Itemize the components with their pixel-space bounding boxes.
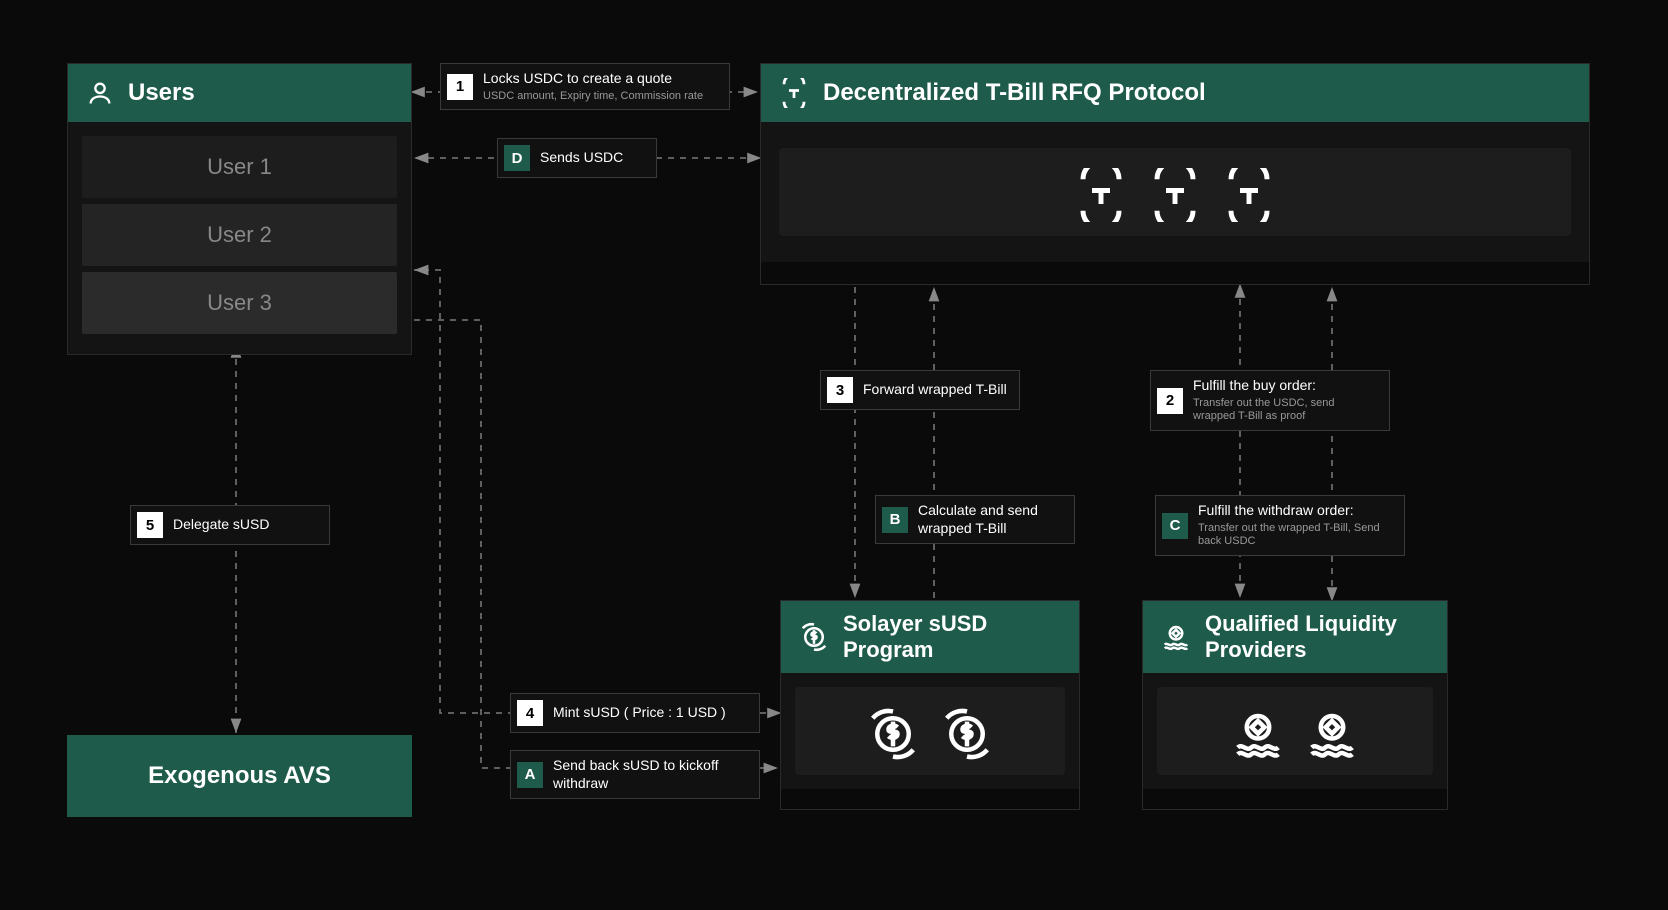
susd-body xyxy=(781,673,1079,789)
edge-badge: D xyxy=(504,145,530,171)
susd-icon xyxy=(940,707,994,761)
edge-label-2: 2 Fulfill the buy order:Transfer out the … xyxy=(1150,370,1390,431)
edge-text: Send back sUSD to kickoff withdraw xyxy=(553,757,749,792)
qlp-header: Qualified Liquidity Providers xyxy=(1143,601,1447,673)
protocol-icons xyxy=(779,148,1571,236)
qlp-body xyxy=(1143,673,1447,789)
avs-title: Exogenous AVS xyxy=(148,762,331,790)
diagram-canvas: Users User 1 User 2 User 3 Decentralized… xyxy=(0,0,1668,910)
edge-label-4: 4 Mint sUSD ( Price : 1 USD ) xyxy=(510,693,760,733)
qlp-icons xyxy=(1157,687,1433,775)
qlp-icon xyxy=(1161,622,1191,652)
protocol-title: Decentralized T-Bill RFQ Protocol xyxy=(823,79,1206,107)
user-row: User 1 xyxy=(82,136,397,198)
edge-text: Forward wrapped T-Bill xyxy=(863,381,1007,399)
users-header: Users xyxy=(68,64,411,122)
edge-badge: 4 xyxy=(517,700,543,726)
edge-label-B: B Calculate and send wrapped T-Bill xyxy=(875,495,1075,544)
edge-badge: B xyxy=(882,507,908,533)
susd-icon xyxy=(799,622,829,652)
edge-text: Calculate and send wrapped T-Bill xyxy=(918,502,1064,537)
user-icon xyxy=(86,79,114,107)
edge-badge: 3 xyxy=(827,377,853,403)
tbill-icon xyxy=(779,78,809,108)
edge-label-A: A Send back sUSD to kickoff withdraw xyxy=(510,750,760,799)
qlp-icon xyxy=(1231,707,1285,761)
edge-sub: USDC amount, Expiry time, Commission rat… xyxy=(483,90,703,104)
susd-header: Solayer sUSD Program xyxy=(781,601,1079,673)
tbill-icon xyxy=(1148,168,1202,222)
users-body: User 1 User 2 User 3 xyxy=(68,122,411,354)
edge-text: Delegate sUSD xyxy=(173,516,270,534)
qlp-icon xyxy=(1305,707,1359,761)
qlp-panel: Qualified Liquidity Providers xyxy=(1142,600,1448,810)
user-row: User 2 xyxy=(82,204,397,266)
edge-label-1: 1 Locks USDC to create a quoteUSDC amount… xyxy=(440,63,730,110)
edge-text: Fulfill the withdraw order:Transfer out … xyxy=(1198,502,1394,549)
susd-icons xyxy=(795,687,1065,775)
protocol-panel: Decentralized T-Bill RFQ Protocol xyxy=(760,63,1590,285)
qlp-title: Qualified Liquidity Providers xyxy=(1205,611,1429,663)
protocol-body xyxy=(761,122,1589,262)
edge-sub: Transfer out the wrapped T-Bill, Send ba… xyxy=(1198,522,1394,550)
edge-badge: 1 xyxy=(447,74,473,100)
edge-badge: 2 xyxy=(1157,388,1183,414)
edge-label-C: C Fulfill the withdraw order:Transfer out… xyxy=(1155,495,1405,556)
avs-box: Exogenous AVS xyxy=(67,735,412,817)
susd-title: Solayer sUSD Program xyxy=(843,611,1061,663)
edge-text: Locks USDC to create a quoteUSDC amount,… xyxy=(483,70,703,103)
susd-panel: Solayer sUSD Program xyxy=(780,600,1080,810)
protocol-header: Decentralized T-Bill RFQ Protocol xyxy=(761,64,1589,122)
edge-text: Sends USDC xyxy=(540,149,623,167)
susd-icon xyxy=(866,707,920,761)
edge-label-5: 5 Delegate sUSD xyxy=(130,505,330,545)
edge-sub: Transfer out the USDC, send wrapped T-Bi… xyxy=(1193,397,1379,425)
users-title: Users xyxy=(128,79,195,107)
tbill-icon xyxy=(1074,168,1128,222)
tbill-icon xyxy=(1222,168,1276,222)
users-panel: Users User 1 User 2 User 3 xyxy=(67,63,412,355)
edge-label-D: D Sends USDC xyxy=(497,138,657,178)
edge-badge: A xyxy=(517,762,543,788)
edge-badge: C xyxy=(1162,513,1188,539)
edge-label-3: 3 Forward wrapped T-Bill xyxy=(820,370,1020,410)
edge-text: Fulfill the buy order:Transfer out the U… xyxy=(1193,377,1379,424)
edge-badge: 5 xyxy=(137,512,163,538)
edge-text: Mint sUSD ( Price : 1 USD ) xyxy=(553,704,726,722)
user-row: User 3 xyxy=(82,272,397,334)
